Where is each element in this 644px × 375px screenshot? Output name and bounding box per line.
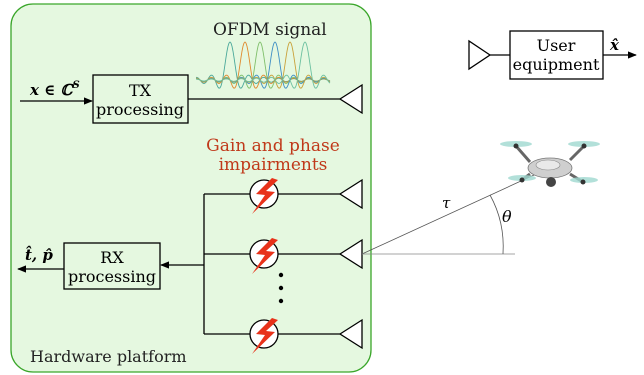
- ofdm-signal-label: OFDM signal: [213, 20, 327, 40]
- ue-antenna-icon: [468, 39, 510, 71]
- antenna-icon: [338, 178, 363, 210]
- ellipsis-dots: [278, 272, 284, 304]
- antenna-icon: [338, 318, 363, 350]
- angle-label: θ: [502, 207, 512, 226]
- ue-block-line1: User: [537, 36, 576, 55]
- impairments-label-line2: impairments: [219, 155, 328, 175]
- drone-icon: [500, 141, 600, 187]
- tx-input-label: x ∈ ℂS: [29, 80, 80, 99]
- lightning-icon: [252, 178, 278, 214]
- rx-output-label: t̂, p̂: [25, 245, 53, 264]
- lightning-icon: [252, 318, 278, 354]
- angle-arc: [489, 194, 504, 255]
- rx-block-line2: processing: [68, 267, 156, 286]
- lightning-icon: [252, 238, 278, 274]
- rx-processing-block: [63, 242, 161, 290]
- hardware-platform-label: Hardware platform: [30, 347, 187, 366]
- range-label: τ: [442, 194, 451, 212]
- rx-branch-2: [204, 238, 363, 274]
- ofdm-waveform: [195, 41, 331, 89]
- ue-output-label: x̂: [609, 36, 620, 54]
- rx-block-line1: RX: [100, 248, 124, 267]
- line-of-sight: [361, 169, 546, 255]
- antenna-icon: [338, 83, 363, 115]
- rx-branch-1: [204, 178, 363, 214]
- ofdm-subcarrier: [195, 41, 331, 89]
- tx-block-line2: processing: [96, 100, 184, 119]
- rx-branch-3: [204, 318, 363, 354]
- ofdm-subcarrier: [195, 41, 331, 89]
- ue-block-line2: equipment: [513, 55, 600, 74]
- impairments-label-line1: Gain and phase: [206, 136, 340, 156]
- hardware-platform-box: [10, 3, 372, 373]
- tx-block-line1: TX: [129, 81, 152, 100]
